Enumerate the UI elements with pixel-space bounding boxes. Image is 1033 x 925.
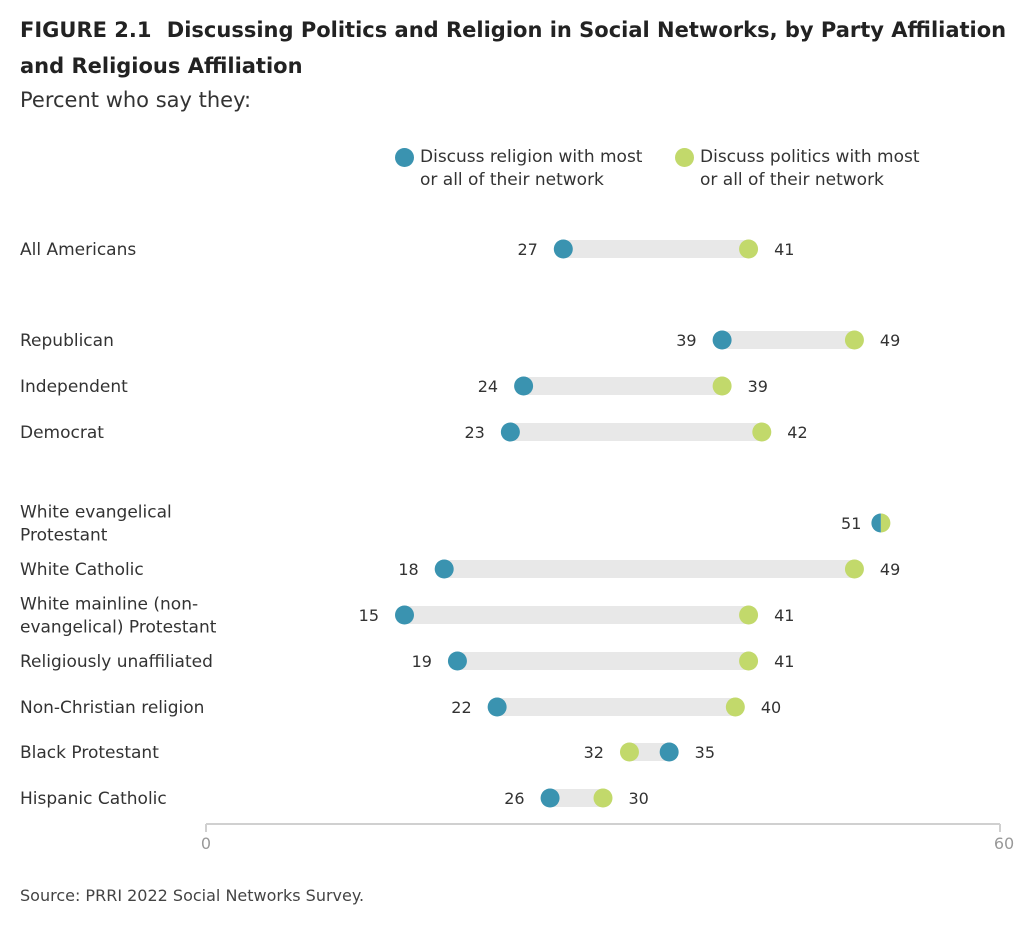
politics-dot-white-mainline-non-evangelical-protestant (739, 605, 759, 625)
value-label-low-non-christian-religion: 22 (451, 698, 471, 717)
figure-number: FIGURE 2.1 (20, 18, 152, 42)
row-label-non-christian-religion: Non-Christian religion (20, 698, 204, 718)
x-tick-label-60: 60 (994, 834, 1014, 853)
religion-dot-all-americans (553, 239, 573, 259)
religion-dot-non-christian-religion (487, 697, 507, 717)
row-label-black-protestant: Black Protestant (20, 743, 159, 763)
row-label-white-evangelical-protestant-line-2: Protestant (20, 526, 108, 546)
row-label-all-americans: All Americans (20, 240, 136, 260)
religion-dot-democrat (500, 422, 520, 442)
religion-dot-hispanic-catholic (540, 788, 560, 808)
value-label-high-white-catholic: 49 (880, 560, 900, 579)
x-tick-label-0: 0 (201, 834, 211, 853)
politics-dot-white-catholic (844, 559, 864, 579)
range-bar-democrat (510, 423, 762, 441)
value-label-white-evangelical-protestant: 51 (841, 514, 861, 533)
range-bar-black-protestant (629, 743, 670, 761)
politics-dot-republican (844, 330, 864, 350)
chart-title: FIGURE 2.1 Discussing Politics and Relig… (20, 12, 1010, 84)
value-label-low-republican: 39 (676, 331, 696, 350)
legend-item-politics: Discuss politics with most or all of the… (675, 146, 940, 192)
value-label-low-religiously-unaffiliated: 19 (412, 652, 432, 671)
value-label-low-all-americans: 27 (517, 240, 537, 259)
legend-item-religion: Discuss religion with most or all of the… (395, 146, 660, 192)
source-note: Source: PRRI 2022 Social Networks Survey… (20, 886, 365, 905)
value-label-high-religiously-unaffiliated: 41 (774, 652, 794, 671)
politics-dot-white-evangelical-protestant (880, 513, 891, 533)
politics-dot-independent (712, 376, 732, 396)
legend-swatch-politics (675, 148, 694, 167)
legend-swatch-religion (395, 148, 414, 167)
row-label-white-mainline-non-evangelical-protestant-line-1: White mainline (non- (20, 595, 198, 615)
religion-dot-white-catholic (434, 559, 454, 579)
politics-dot-black-protestant (619, 742, 639, 762)
row-label-democrat: Democrat (20, 423, 104, 443)
row-label-white-evangelical-protestant-line-1: White evangelical (20, 503, 172, 523)
range-bar-religiously-unaffiliated (457, 652, 749, 670)
religion-dot-white-mainline-non-evangelical-protestant (395, 605, 414, 625)
row-label-hispanic-catholic: Hispanic Catholic (20, 789, 167, 809)
range-bar-independent (523, 377, 723, 395)
value-label-high-hispanic-catholic: 30 (629, 789, 649, 808)
legend-label-politics: Discuss politics with most or all of the… (700, 147, 920, 190)
value-label-high-democrat: 42 (787, 423, 807, 442)
chart-subtitle: Percent who say they: (20, 88, 252, 112)
politics-dot-hispanic-catholic (593, 788, 613, 808)
row-label-white-mainline-non-evangelical-protestant-line-2: evangelical) Protestant (20, 618, 217, 638)
value-label-low-hispanic-catholic: 26 (504, 789, 524, 808)
range-bar-hispanic-catholic (550, 789, 603, 807)
range-bar-republican (722, 331, 855, 349)
row-label-religiously-unaffiliated: Religiously unaffiliated (20, 652, 213, 672)
value-label-high-non-christian-religion: 40 (761, 698, 781, 717)
value-label-high-black-protestant: 35 (695, 743, 715, 762)
value-label-low-white-mainline-non-evangelical-protestant: 15 (359, 606, 379, 625)
range-bar-non-christian-religion (497, 698, 736, 716)
row-label-independent: Independent (20, 377, 128, 397)
range-bar-all-americans (563, 240, 749, 258)
value-label-low-democrat: 23 (465, 423, 485, 442)
religion-dot-republican (712, 330, 732, 350)
range-bar-white-mainline-non-evangelical-protestant (404, 606, 749, 624)
row-label-white-catholic: White Catholic (20, 560, 144, 580)
politics-dot-democrat (752, 422, 772, 442)
value-label-low-black-protestant: 32 (584, 743, 604, 762)
range-bar-white-catholic (444, 560, 855, 578)
politics-dot-religiously-unaffiliated (739, 651, 759, 671)
value-label-high-independent: 39 (748, 377, 768, 396)
politics-dot-all-americans (739, 239, 759, 259)
religion-dot-white-evangelical-protestant (871, 513, 881, 533)
religion-dot-religiously-unaffiliated (447, 651, 467, 671)
value-label-high-republican: 49 (880, 331, 900, 350)
value-label-low-white-catholic: 18 (398, 560, 418, 579)
religion-dot-independent (514, 376, 534, 396)
value-label-low-independent: 24 (478, 377, 498, 396)
title-text: Discussing Politics and Religion in Soci… (20, 18, 1007, 78)
politics-dot-non-christian-religion (725, 697, 745, 717)
value-label-high-white-mainline-non-evangelical-protestant: 41 (774, 606, 794, 625)
value-label-high-all-americans: 41 (774, 240, 794, 259)
row-label-republican: Republican (20, 331, 114, 351)
legend-label-religion: Discuss religion with most or all of the… (420, 147, 643, 190)
religion-dot-black-protestant (659, 742, 679, 762)
